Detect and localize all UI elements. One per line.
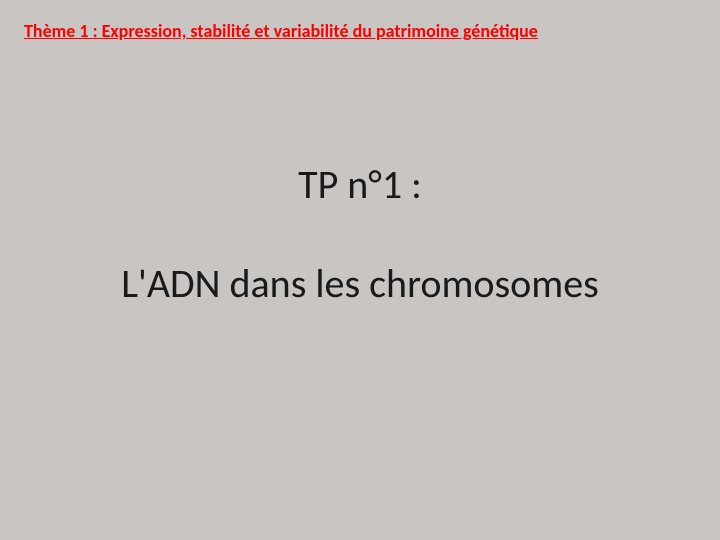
center-content: TP n°1 : L'ADN dans les chromosomes — [0, 160, 720, 308]
slide-container: Thème 1 : Expression, stabilité et varia… — [0, 0, 720, 540]
tp-number: TP n°1 : — [0, 160, 720, 209]
slide-subtitle: L'ADN dans les chromosomes — [0, 259, 720, 308]
theme-header: Thème 1 : Expression, stabilité et varia… — [24, 20, 696, 42]
